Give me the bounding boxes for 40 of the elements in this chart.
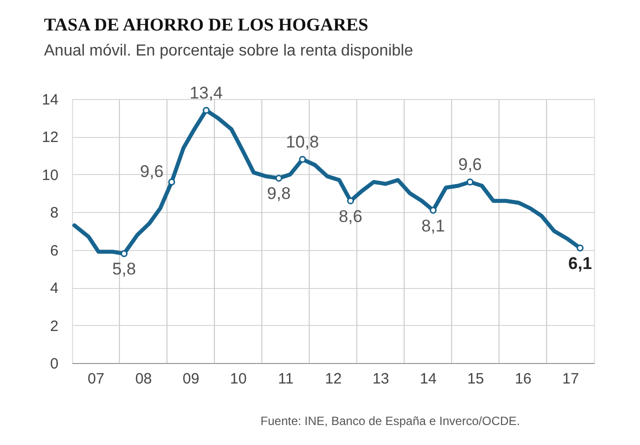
- point: [275, 174, 282, 182]
- point: [202, 106, 210, 114]
- annotation: 6,1: [568, 254, 592, 273]
- x-tick-label: 17: [562, 370, 579, 388]
- y-tick-label: 6: [50, 242, 58, 260]
- point: [347, 197, 354, 204]
- point: [168, 178, 176, 186]
- point: [430, 206, 437, 214]
- annotation: 13,4: [190, 83, 223, 102]
- y-tick-label: 12: [42, 129, 58, 146]
- annotation: 8,6: [338, 206, 362, 226]
- annotation: 9,8: [267, 184, 291, 204]
- y-tick-label: 2: [50, 318, 58, 335]
- x-tick-label: 10: [230, 370, 247, 388]
- y-tick-label: 10: [42, 166, 58, 184]
- source-note: Fuente: INE, Banco de España e Inverco/OCDE.: [260, 414, 520, 428]
- annotation: 5,8: [112, 260, 136, 279]
- annotation: 10,8: [286, 132, 320, 152]
- x-tick-label: 08: [135, 370, 152, 388]
- x-tick-label: 12: [325, 370, 342, 388]
- point: [576, 244, 584, 252]
- x-tick-label: 11: [278, 370, 294, 388]
- y-tick-label: 0: [50, 356, 58, 372]
- x-tick-label: 13: [372, 370, 390, 388]
- x-tick-label: 16: [514, 370, 532, 388]
- point: [298, 156, 306, 163]
- chart-subtitle: Anual móvil. En porcentaje sobre la renta disponible: [44, 42, 414, 60]
- annotation: 9,6: [140, 162, 164, 181]
- x-tick-label: 15: [467, 370, 484, 388]
- chart-title: TASA DE AHORRO DE LOS HOGARES: [44, 14, 368, 34]
- x-tick-label: 14: [420, 370, 437, 388]
- y-tick-label: 8: [50, 204, 58, 222]
- annotation: 9,6: [458, 154, 482, 174]
- point: [466, 178, 474, 186]
- y-tick-label: 14: [42, 92, 58, 108]
- x-tick-label: 09: [182, 370, 200, 388]
- annotation: 8,1: [421, 216, 445, 236]
- x-tick-label: 07: [88, 370, 104, 388]
- point: [120, 250, 128, 258]
- y-tick-label: 4: [50, 280, 58, 298]
